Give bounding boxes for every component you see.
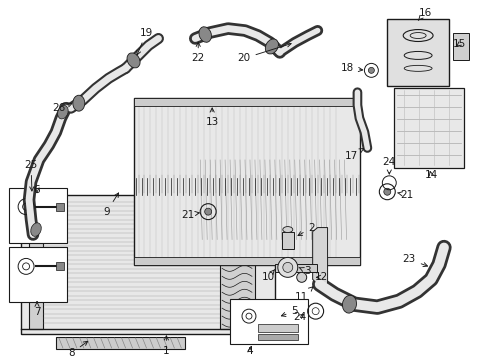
Bar	[133, 98, 360, 106]
Bar	[452, 32, 468, 60]
Circle shape	[204, 208, 211, 215]
Circle shape	[383, 188, 390, 195]
Ellipse shape	[296, 273, 306, 282]
Bar	[386, 19, 448, 86]
Ellipse shape	[282, 226, 292, 233]
Text: 11: 11	[294, 287, 312, 302]
Bar	[9, 188, 67, 243]
Text: 4: 4	[246, 346, 253, 356]
Bar	[274, 264, 316, 273]
Text: 6: 6	[34, 185, 40, 195]
Text: 14: 14	[424, 170, 437, 180]
Bar	[393, 88, 463, 168]
Bar	[56, 203, 64, 211]
Text: 23: 23	[402, 255, 427, 267]
Bar	[29, 200, 43, 329]
Ellipse shape	[127, 53, 140, 68]
Text: 19: 19	[137, 27, 153, 55]
Bar	[257, 324, 297, 332]
Text: 9: 9	[103, 193, 118, 217]
Text: 7: 7	[34, 302, 40, 317]
Text: 17: 17	[344, 148, 363, 161]
Text: 21: 21	[181, 210, 199, 220]
Text: 24: 24	[292, 312, 305, 322]
Text: 2: 2	[297, 222, 314, 235]
Ellipse shape	[58, 105, 68, 119]
Text: 18: 18	[340, 63, 362, 73]
Bar	[9, 247, 67, 302]
Text: 21: 21	[397, 190, 413, 200]
Ellipse shape	[342, 295, 356, 313]
Bar	[21, 195, 274, 334]
Circle shape	[277, 257, 297, 277]
Bar	[133, 98, 360, 265]
Text: 15: 15	[451, 40, 465, 49]
Text: 13: 13	[205, 108, 218, 127]
Text: 5: 5	[281, 306, 298, 316]
Text: 24: 24	[382, 157, 395, 174]
Text: 25: 25	[24, 160, 38, 191]
Text: 16: 16	[417, 8, 431, 21]
Text: 10: 10	[261, 270, 274, 282]
Bar	[220, 200, 254, 329]
Bar	[229, 299, 307, 344]
Circle shape	[282, 262, 292, 273]
Bar	[56, 262, 64, 270]
Bar	[281, 231, 293, 249]
Text: 20: 20	[237, 43, 290, 63]
Ellipse shape	[265, 39, 278, 54]
Ellipse shape	[199, 27, 211, 42]
Text: 8: 8	[68, 341, 87, 358]
Text: 26: 26	[52, 103, 72, 113]
Circle shape	[367, 67, 374, 73]
Text: 3: 3	[299, 266, 310, 276]
Bar	[56, 337, 185, 349]
Ellipse shape	[73, 95, 84, 111]
Ellipse shape	[31, 223, 41, 236]
Text: 1: 1	[163, 336, 169, 356]
Text: 12: 12	[314, 272, 327, 282]
Text: 22: 22	[191, 42, 204, 63]
Polygon shape	[312, 228, 327, 284]
Bar	[257, 334, 297, 340]
Bar	[133, 257, 360, 265]
